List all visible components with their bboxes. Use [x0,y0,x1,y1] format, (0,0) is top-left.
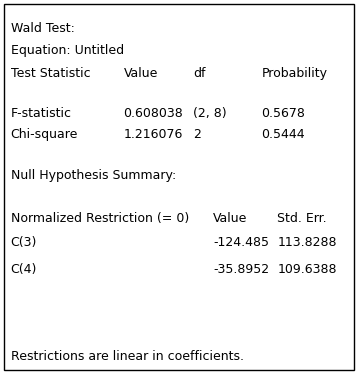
Text: Wald Test:: Wald Test: [11,22,74,36]
Text: 113.8288: 113.8288 [277,236,337,249]
Text: 0.5444: 0.5444 [261,128,305,141]
Text: Std. Err.: Std. Err. [277,212,327,225]
Text: Test Statistic: Test Statistic [11,67,90,80]
Text: df: df [193,67,206,80]
Text: -124.485: -124.485 [213,236,269,249]
Text: Probability: Probability [261,67,327,80]
Text: 1.216076: 1.216076 [124,128,183,141]
Text: F-statistic: F-statistic [11,107,72,120]
Text: Value: Value [213,212,247,225]
Text: C(3): C(3) [11,236,37,249]
Text: Chi-square: Chi-square [11,128,78,141]
Text: 0.608038: 0.608038 [124,107,183,120]
Text: 109.6388: 109.6388 [277,263,337,276]
Text: Value: Value [124,67,158,80]
Text: Equation: Untitled: Equation: Untitled [11,44,124,57]
Text: 2: 2 [193,128,201,141]
Text: 0.5678: 0.5678 [261,107,305,120]
Text: Null Hypothesis Summary:: Null Hypothesis Summary: [11,169,176,182]
Text: C(4): C(4) [11,263,37,276]
Text: -35.8952: -35.8952 [213,263,269,276]
Text: Restrictions are linear in coefficients.: Restrictions are linear in coefficients. [11,350,244,363]
Text: Normalized Restriction (= 0): Normalized Restriction (= 0) [11,212,189,225]
Text: (2, 8): (2, 8) [193,107,227,120]
